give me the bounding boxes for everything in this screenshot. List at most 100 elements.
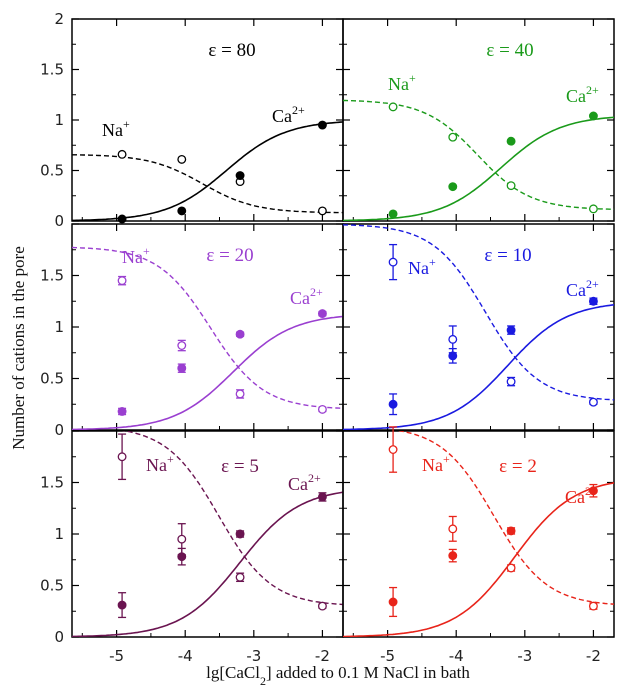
na-point bbox=[506, 377, 516, 387]
ca-label-sup: 2+ bbox=[585, 484, 598, 498]
ca-point bbox=[448, 182, 458, 192]
ca-fit-curve bbox=[343, 116, 614, 221]
x-tick-label: -4 bbox=[449, 647, 464, 665]
na-point bbox=[177, 534, 187, 544]
na-label-sup: + bbox=[143, 244, 150, 258]
panel-frame bbox=[342, 18, 615, 222]
ca-point bbox=[235, 329, 245, 339]
y-tick-label: 2 bbox=[54, 10, 64, 28]
ca-point bbox=[588, 111, 598, 121]
na-fit-curve bbox=[343, 99, 614, 210]
panel-curves bbox=[72, 121, 343, 221]
na-point bbox=[588, 397, 598, 407]
na-label-sup: + bbox=[167, 452, 174, 466]
ca-label: Ca2+ bbox=[565, 484, 598, 507]
na-point bbox=[588, 601, 598, 611]
na-label-text: Na bbox=[122, 247, 143, 267]
na-point bbox=[448, 334, 458, 344]
ca-label: Ca2+ bbox=[566, 277, 599, 300]
panel-curves bbox=[343, 224, 614, 430]
ca-point bbox=[235, 171, 245, 180]
panel-6: ε = 2 Na+ Ca2+ bbox=[342, 426, 615, 638]
x-axis-title: lg[CaCl2] added to 0.1 M NaCl in bath bbox=[206, 663, 470, 688]
na-label: Na+ bbox=[408, 255, 436, 278]
ca-label: Ca2+ bbox=[566, 83, 599, 106]
ca-point bbox=[388, 399, 398, 409]
ca-label-sup: 2+ bbox=[586, 83, 599, 97]
x-tick-label: -2 bbox=[315, 647, 330, 665]
panel-curves bbox=[343, 431, 614, 637]
x-tick-label: -3 bbox=[246, 647, 261, 665]
na-fit-curve bbox=[72, 154, 343, 214]
ca-label-text: Ca bbox=[565, 487, 585, 507]
ca-label: Ca2+ bbox=[290, 285, 323, 308]
na-fit-curve bbox=[121, 431, 343, 606]
na-fit-curve bbox=[397, 431, 614, 605]
na-label-sup: + bbox=[409, 71, 416, 85]
panel-4: ε = 10 Na+ Ca2+ bbox=[342, 223, 615, 431]
ca-point bbox=[117, 600, 127, 610]
na-point bbox=[235, 572, 245, 582]
ca-point bbox=[506, 136, 516, 146]
na-point bbox=[388, 102, 398, 112]
x-tick-label: -4 bbox=[178, 647, 193, 665]
panel-1: ε = 80 Na+ Ca2+ bbox=[71, 18, 344, 224]
panel-curves bbox=[72, 431, 343, 637]
ca-label-sup: 2+ bbox=[292, 103, 305, 117]
na-label: Na+ bbox=[388, 71, 416, 94]
na-label-text: Na bbox=[408, 258, 429, 278]
y-tick-label: 0.5 bbox=[40, 370, 64, 388]
na-label: Na+ bbox=[422, 452, 450, 475]
ca-point bbox=[448, 351, 458, 361]
na-point bbox=[317, 206, 327, 216]
epsilon-label: ε = 20 bbox=[206, 245, 253, 266]
na-point bbox=[388, 257, 398, 267]
panel-frame bbox=[342, 223, 615, 431]
na-point bbox=[117, 276, 127, 286]
na-point bbox=[506, 181, 516, 191]
y-tick-label: 0 bbox=[54, 212, 64, 230]
ca-point bbox=[506, 325, 516, 335]
x-tick-label: -2 bbox=[586, 647, 601, 665]
ca-point bbox=[388, 597, 398, 607]
ca-fit-curve bbox=[343, 304, 614, 430]
na-label-text: Na bbox=[146, 455, 167, 475]
y-tick-label: 0.5 bbox=[40, 577, 64, 595]
na-label-text: Na bbox=[102, 120, 123, 140]
na-point bbox=[117, 149, 127, 159]
na-point bbox=[177, 341, 187, 350]
y-tick-label: 1 bbox=[54, 111, 64, 129]
ca-label-sup: 2+ bbox=[586, 277, 599, 291]
panel-3: ε = 20 Na+ Ca2+ bbox=[71, 223, 344, 431]
ca-point bbox=[317, 120, 327, 130]
na-label-text: Na bbox=[422, 455, 443, 475]
ca-label-text: Ca bbox=[566, 86, 586, 106]
ca-label-text: Ca bbox=[290, 288, 310, 308]
na-point bbox=[588, 204, 598, 214]
x-axis-title-sub: 2 bbox=[260, 674, 266, 688]
na-label-sup: + bbox=[443, 452, 450, 466]
y-tick-label: 1.5 bbox=[40, 474, 64, 492]
ca-point bbox=[317, 492, 327, 502]
epsilon-label: ε = 80 bbox=[208, 40, 255, 61]
panel-curves bbox=[72, 246, 343, 430]
epsilon-label: ε = 10 bbox=[484, 245, 531, 266]
na-label: Na+ bbox=[102, 117, 130, 140]
ca-fit-curve bbox=[72, 491, 343, 637]
panel-5: ε = 5 Na+ Ca2+ bbox=[71, 430, 344, 638]
na-label-sup: + bbox=[123, 117, 130, 131]
na-label: Na+ bbox=[146, 452, 174, 475]
epsilon-label: ε = 40 bbox=[486, 40, 533, 61]
ca-label-text: Ca bbox=[566, 280, 586, 300]
ca-point bbox=[317, 309, 327, 319]
ca-fit-curve bbox=[72, 315, 343, 430]
y-tick-label: 1 bbox=[54, 318, 64, 336]
x-tick-label: -5 bbox=[109, 647, 124, 665]
ca-label: Ca2+ bbox=[272, 103, 305, 126]
ca-point bbox=[588, 486, 598, 496]
ca-fit-curve bbox=[343, 482, 614, 637]
ca-label: Ca2+ bbox=[288, 471, 321, 494]
na-fit-curve bbox=[72, 246, 343, 409]
y-tick-label: 0.5 bbox=[40, 162, 64, 180]
